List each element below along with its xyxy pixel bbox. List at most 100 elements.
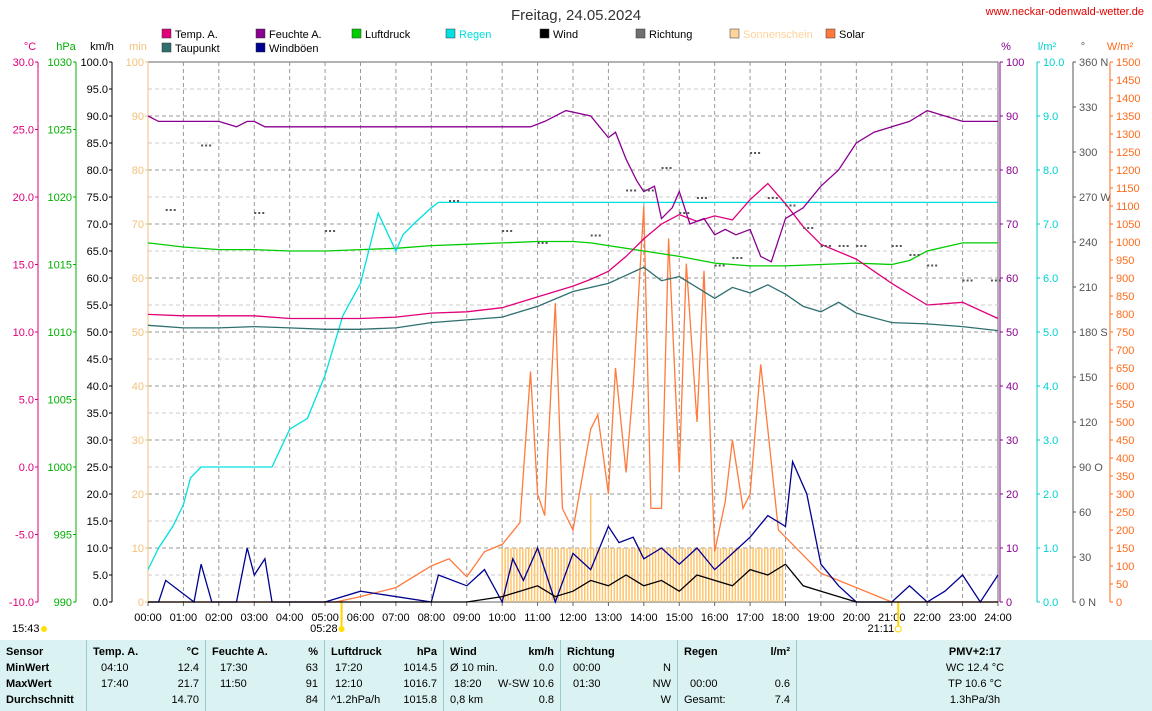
series-line-temp-a — [147, 182, 999, 320]
x-axis-tick-label: 05:00 — [311, 612, 339, 624]
direction-point — [927, 264, 930, 267]
right-axis-unit: l/m² — [1038, 41, 1057, 53]
x-axis-tick-label: 18:00 — [772, 612, 800, 624]
left-axis-tick-label: 70 — [132, 219, 144, 231]
direction-point — [736, 257, 739, 259]
left-axis-tick-label: 5.0 — [93, 570, 108, 582]
left-axis-tick-label: 1010 — [48, 327, 72, 339]
legend-swatch — [161, 42, 172, 53]
pmv-trend: 1.3hPa/3h — [949, 694, 1001, 706]
legend-swatch — [635, 28, 646, 39]
direction-point — [740, 257, 743, 259]
rain-max-value: 0.6 — [774, 678, 790, 690]
right-axis-tick-label: 150 — [1116, 543, 1134, 555]
left-axis-tick-label: 0.0 — [19, 462, 34, 474]
left-axis-tick-label: 55.0 — [87, 300, 108, 312]
legend-swatch — [255, 42, 266, 53]
left-axis-tick-label: 1015 — [48, 260, 72, 272]
wind-max-value: 10.6 — [532, 678, 554, 690]
hum-min-value: 63 — [305, 662, 318, 674]
sunset-label: 21:11 — [868, 623, 895, 635]
current-time-icon — [41, 626, 47, 632]
direction-point — [856, 245, 859, 247]
direction-point — [962, 279, 965, 282]
dir-min-time: 00:00 — [573, 662, 601, 674]
pmv-header: PMV+2:17 — [948, 646, 1002, 658]
direction-point — [775, 197, 778, 199]
direction-point — [626, 189, 629, 192]
right-axis-tick-label: 3.0 — [1043, 435, 1058, 447]
direction-point — [169, 209, 172, 211]
press-trend: ^1.2hPa/h — [331, 694, 381, 706]
right-axis-tick-label: 1400 — [1116, 93, 1140, 105]
legend-swatch — [539, 28, 550, 39]
wind-header: Wind — [450, 646, 477, 658]
left-axis-tick-label: 70.0 — [87, 219, 108, 231]
direction-point — [325, 230, 328, 232]
direction-point — [687, 212, 690, 214]
site-url[interactable]: www.neckar-odenwald-wetter.de — [985, 6, 1144, 18]
left-axis-tick-label: 95.0 — [87, 84, 108, 96]
right-axis-unit: W/m² — [1107, 41, 1134, 53]
press-max-time: 12:10 — [335, 678, 363, 690]
left-axis-tick-label: 995 — [54, 530, 72, 542]
direction-point — [966, 279, 969, 282]
direction-point — [899, 245, 902, 247]
series-line-windb-en — [148, 459, 999, 604]
direction-point — [537, 242, 540, 244]
direction-point — [771, 197, 774, 199]
direction-point — [722, 264, 725, 267]
legend-swatch — [161, 28, 172, 39]
left-axis-tick-label: -10.0 — [9, 597, 34, 609]
direction-point — [665, 167, 668, 169]
left-axis-tick-label: 65.0 — [87, 246, 108, 258]
right-axis-tick-label: 950 — [1116, 255, 1134, 267]
summary-humidity: Feuchte A.% 17:30 63 11:50 91 84 — [205, 640, 324, 711]
right-axis-tick-label: 1200 — [1116, 165, 1140, 177]
direction-point — [651, 189, 654, 192]
right-axis-unit: % — [1001, 41, 1011, 53]
left-axis-tick-label: 1005 — [48, 395, 72, 407]
legend-swatch — [351, 28, 362, 39]
x-axis-tick-label: 06:00 — [347, 612, 375, 624]
right-axis-tick-label: 200 — [1116, 525, 1134, 537]
direction-point — [754, 152, 757, 154]
direction-point — [811, 227, 814, 229]
wind-avg-label: Ø 10 min. — [450, 662, 498, 674]
x-axis-tick-label: 03:00 — [240, 612, 268, 624]
hum-avg-value: 84 — [305, 694, 318, 706]
legend-label: Sonnenschein — [743, 29, 813, 41]
direction-point — [807, 227, 810, 229]
wind-max-dir: W-SW — [498, 678, 530, 690]
right-axis-tick-label: 1300 — [1116, 129, 1140, 141]
right-axis-tick-label: 6.0 — [1043, 273, 1058, 285]
x-axis-tick-label: 07:00 — [382, 612, 410, 624]
series-line-regen — [147, 201, 998, 570]
left-axis-tick-label: 30 — [132, 435, 144, 447]
wind-unit: km/h — [528, 646, 554, 658]
right-axis-tick-label: 1.0 — [1043, 543, 1058, 555]
rain-max-time: 00:00 — [690, 678, 718, 690]
left-axis-tick-label: 25.0 — [13, 125, 34, 137]
right-axis-tick-label: 0.0 — [1043, 597, 1058, 609]
direction-point — [935, 264, 938, 267]
left-axis-tick-label: 50.0 — [87, 327, 108, 339]
direction-point — [909, 254, 912, 256]
x-axis-tick-label: 19:00 — [807, 612, 835, 624]
x-axis-tick-label: 22:00 — [913, 612, 941, 624]
right-axis-tick-label: 1350 — [1116, 111, 1140, 123]
dir-max-value: NW — [652, 678, 671, 690]
row-label-sensor: Sensor — [6, 646, 44, 658]
row-label-avg: Durchschnitt — [6, 694, 74, 706]
left-axis-tick-label: 30.0 — [13, 57, 34, 69]
left-axis-tick-label: 80.0 — [87, 165, 108, 177]
right-axis-tick-label: 400 — [1116, 453, 1134, 465]
left-axis-tick-label: 20.0 — [87, 489, 108, 501]
direction-point — [258, 212, 261, 214]
left-axis-unit: hPa — [56, 41, 76, 53]
rain-unit: l/m² — [770, 646, 790, 658]
direction-point — [329, 230, 332, 232]
legend-label: Luftdruck — [365, 29, 411, 41]
x-axis-tick-label: 24:00 — [984, 612, 1012, 624]
left-axis-tick-label: 45.0 — [87, 354, 108, 366]
